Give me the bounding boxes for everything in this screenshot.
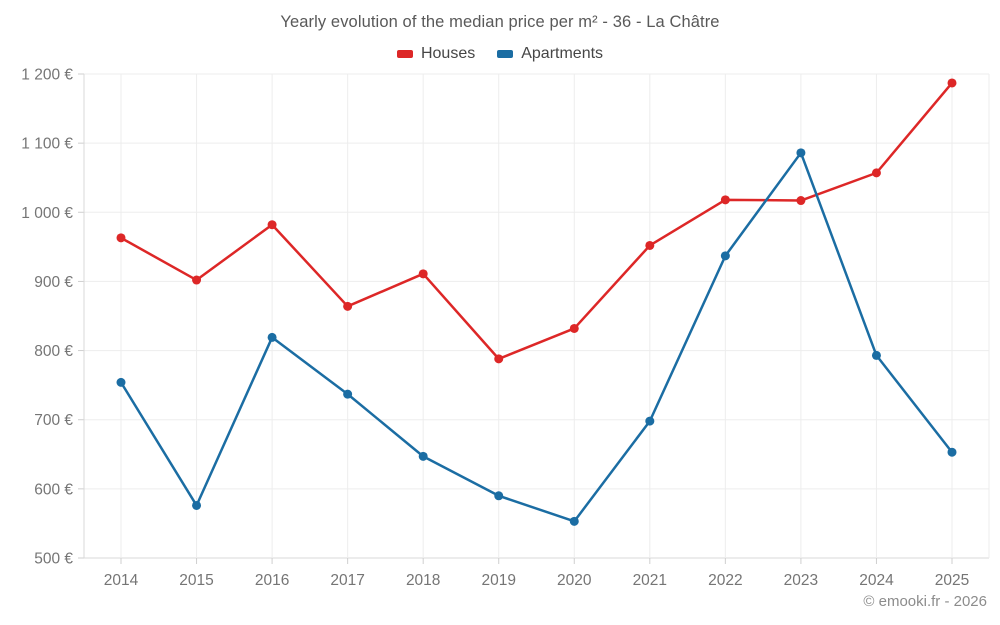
data-point-houses-2024[interactable] — [871, 168, 881, 178]
legend: Houses Apartments — [0, 45, 1000, 63]
x-tick-label: 2016 — [255, 572, 289, 589]
data-point-apartments-2025[interactable] — [947, 447, 957, 457]
x-tick-label: 2022 — [708, 572, 742, 589]
data-point-apartments-2015[interactable] — [192, 500, 202, 510]
data-point-houses-2014[interactable] — [116, 233, 126, 243]
legend-item-houses[interactable]: Houses — [396, 45, 476, 63]
x-tick-label: 2025 — [935, 572, 969, 589]
data-point-houses-2022[interactable] — [720, 195, 730, 205]
copyright-watermark: © emooki.fr - 2026 — [863, 593, 987, 610]
data-point-apartments-2023[interactable] — [796, 148, 806, 158]
data-point-houses-2020[interactable] — [569, 323, 579, 333]
series-line-apartments — [119, 151, 954, 523]
data-point-apartments-2022[interactable] — [720, 251, 730, 261]
x-tick-label: 2018 — [406, 572, 440, 589]
x-tick-label: 2015 — [179, 572, 213, 589]
data-point-houses-2016[interactable] — [267, 220, 277, 230]
data-point-apartments-2014[interactable] — [116, 377, 126, 387]
data-point-apartments-2018[interactable] — [418, 451, 428, 461]
y-tick-label: 600 € — [34, 481, 73, 498]
data-point-apartments-2020[interactable] — [569, 516, 579, 526]
x-tick-label: 2024 — [859, 572, 894, 589]
y-tick-label: 700 € — [34, 412, 73, 429]
x-tick-label: 2019 — [481, 572, 515, 589]
x-tick-label: 2017 — [330, 572, 364, 589]
data-point-apartments-2024[interactable] — [871, 350, 881, 360]
data-point-apartments-2021[interactable] — [645, 416, 655, 426]
data-point-houses-2021[interactable] — [645, 240, 655, 250]
x-tick-label: 2014 — [104, 572, 139, 589]
data-point-houses-2019[interactable] — [494, 354, 504, 364]
legend-label-apartments: Apartments — [521, 45, 604, 62]
data-point-houses-2025[interactable] — [947, 78, 957, 88]
data-point-houses-2017[interactable] — [343, 301, 353, 311]
series-line-houses — [119, 81, 954, 361]
legend-item-apartments[interactable]: Apartments — [497, 45, 603, 63]
chart-title: Yearly evolution of the median price per… — [280, 13, 720, 31]
data-point-apartments-2019[interactable] — [494, 491, 504, 501]
x-tick-label: 2020 — [557, 572, 592, 589]
y-tick-label: 1 200 € — [21, 67, 73, 84]
data-point-houses-2023[interactable] — [796, 196, 806, 206]
y-tick-label: 1 000 € — [21, 205, 73, 222]
y-tick-label: 500 € — [34, 551, 73, 568]
y-tick-label: 1 100 € — [21, 136, 73, 153]
data-point-houses-2015[interactable] — [192, 275, 202, 285]
x-tick-label: 2023 — [784, 572, 818, 589]
data-point-houses-2018[interactable] — [418, 269, 428, 279]
legend-label-houses: Houses — [420, 45, 476, 62]
y-tick-label: 800 € — [34, 343, 73, 360]
data-point-apartments-2017[interactable] — [343, 389, 353, 399]
data-point-apartments-2016[interactable] — [267, 332, 277, 342]
x-tick-label: 2021 — [633, 572, 667, 589]
legend-swatch-apartments — [497, 50, 514, 58]
y-tick-label: 900 € — [34, 274, 73, 291]
legend-swatch-houses — [396, 50, 413, 58]
